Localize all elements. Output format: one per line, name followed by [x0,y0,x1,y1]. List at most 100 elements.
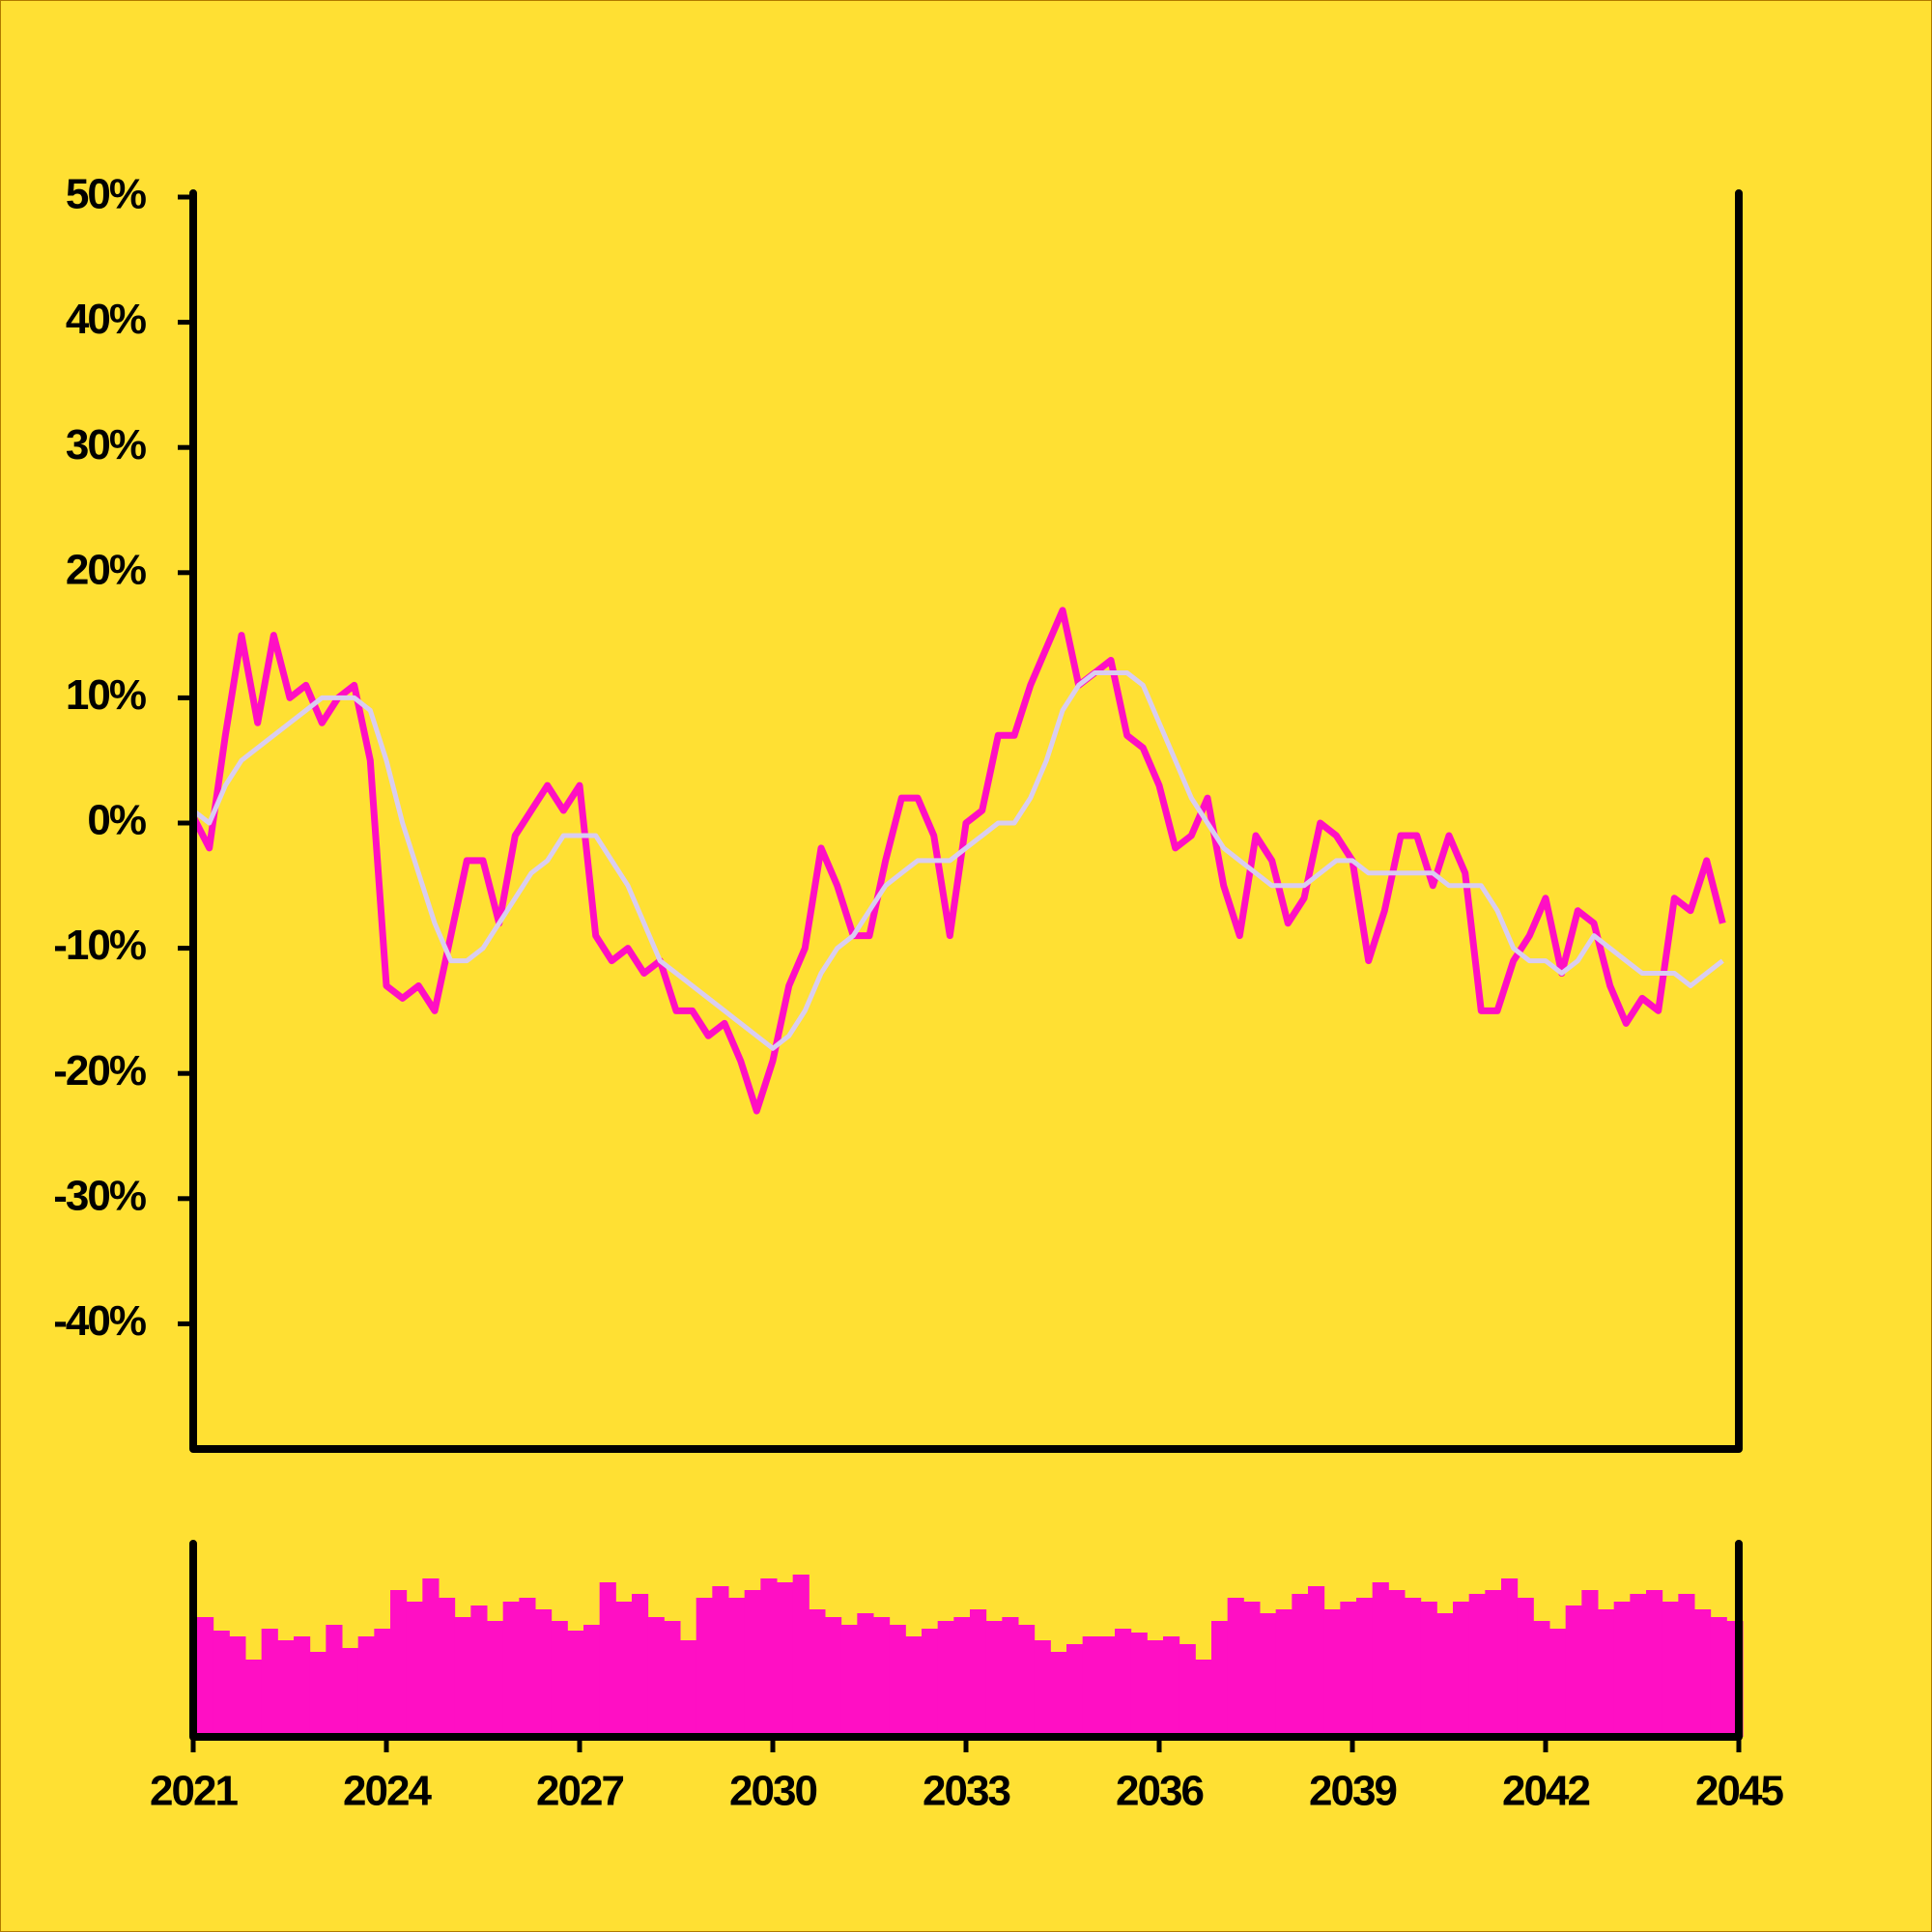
bar [712,1586,729,1737]
bar [1323,1609,1341,1737]
bar [1372,1582,1389,1737]
bar [197,1617,214,1737]
line-series [191,670,1724,1051]
bar [309,1652,327,1737]
bar [567,1631,584,1737]
x-tick-label: 2021 [150,1768,238,1815]
bar [728,1598,746,1737]
bar [970,1609,987,1737]
bar [551,1621,568,1737]
bar [1098,1636,1116,1737]
bar [599,1582,616,1737]
bar [744,1590,761,1737]
bar [1436,1613,1454,1737]
bar [422,1578,440,1737]
bar [1613,1602,1631,1737]
bar [1468,1594,1486,1737]
bar [326,1625,343,1737]
bar [1275,1609,1293,1737]
bar [470,1605,488,1737]
bar [374,1629,391,1737]
bar [937,1621,954,1737]
x-tick-label: 2036 [1116,1768,1203,1815]
bar [1292,1594,1309,1737]
bar [1646,1590,1663,1737]
bar [487,1621,504,1737]
bar [953,1617,971,1737]
bar [1308,1586,1325,1737]
bar [1533,1621,1550,1737]
bar [261,1629,278,1737]
bar [1115,1629,1132,1737]
bar [1453,1602,1470,1737]
bar [1082,1636,1099,1737]
bar [1517,1598,1534,1737]
y-tick-label: -20% [53,1047,146,1094]
y-tick-label: 10% [66,671,146,719]
x-tick-label: 2033 [923,1768,1009,1815]
bar [873,1617,891,1737]
bar [294,1636,311,1737]
bar [1163,1636,1180,1737]
bar [1018,1625,1036,1737]
bar [1002,1617,1019,1737]
x-tick-label: 2042 [1502,1768,1589,1815]
x-tick-label: 2030 [729,1768,816,1815]
bar [1598,1609,1615,1737]
bar [390,1590,408,1737]
bar [1388,1590,1406,1737]
bar [1356,1598,1374,1737]
bar [696,1598,713,1737]
bar [857,1613,874,1737]
bar [985,1621,1003,1737]
y-tick-label: 30% [66,421,146,469]
bar [1260,1613,1277,1737]
bar [406,1602,423,1737]
bar [502,1602,520,1737]
bar [277,1640,295,1737]
bar [809,1609,826,1737]
bar [1549,1629,1567,1737]
bar [1243,1602,1261,1737]
x-tick-label: 2045 [1695,1768,1783,1815]
bar [1694,1609,1712,1737]
y-tick-label: -40% [53,1297,146,1345]
bar [1710,1617,1727,1737]
bar [454,1617,471,1737]
y-tick-label: 50% [66,171,146,218]
bar [680,1640,697,1737]
bar [1340,1602,1357,1737]
bar [519,1598,536,1737]
bar [777,1582,794,1737]
x-tick-label: 2027 [536,1768,623,1815]
bar [905,1636,923,1737]
bar [1485,1590,1502,1737]
bar [1227,1598,1244,1737]
bar [1050,1652,1067,1737]
bar [922,1629,939,1737]
bar [1678,1594,1695,1737]
y-tick-label: -10% [53,922,146,969]
bar [1501,1578,1519,1737]
bar [1147,1640,1164,1737]
bar [1034,1640,1051,1737]
bar [535,1609,553,1737]
bar [760,1578,778,1737]
bar [792,1575,810,1737]
bar [245,1660,263,1737]
line-series [189,607,1726,1115]
bar [1195,1660,1212,1737]
bar [357,1636,375,1737]
bar [1630,1594,1647,1737]
bar [583,1625,601,1737]
bar [213,1631,230,1737]
bar [647,1617,665,1737]
y-tick-label: 0% [87,797,145,844]
bar [825,1617,842,1737]
y-tick-label: 20% [66,546,146,593]
bar [1420,1602,1437,1737]
bar [1130,1633,1148,1737]
bar [342,1648,359,1737]
bar [229,1636,246,1737]
